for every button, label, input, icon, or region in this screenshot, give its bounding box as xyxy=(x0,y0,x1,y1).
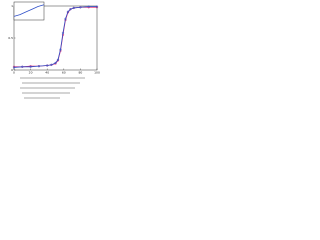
data-point xyxy=(21,65,24,68)
data-point xyxy=(56,58,60,61)
data-point xyxy=(95,5,99,8)
data-point xyxy=(50,63,53,66)
data-point xyxy=(12,66,16,69)
data-point xyxy=(12,65,16,68)
data-point xyxy=(72,6,75,10)
data-point xyxy=(87,5,90,8)
x-tick-label: 60 xyxy=(62,71,66,75)
series-line xyxy=(13,4,45,17)
data-point xyxy=(37,65,40,68)
inset-plot xyxy=(13,1,45,21)
x-tick-label: 0 xyxy=(13,71,15,75)
data-point xyxy=(79,6,82,9)
data-point xyxy=(46,64,49,67)
y-tick-label: 1 xyxy=(11,4,13,8)
data-point xyxy=(59,48,62,51)
y-tick-label: 0 xyxy=(11,68,13,72)
data-point xyxy=(61,31,65,34)
series-line xyxy=(13,6,97,68)
plot-frame xyxy=(13,1,45,21)
y-tick-label: 0.5 xyxy=(8,36,13,40)
x-tick-label: 40 xyxy=(45,71,49,75)
data-point xyxy=(54,61,57,65)
caption-lines xyxy=(20,77,85,99)
x-tick-label: 80 xyxy=(78,71,82,75)
data-point xyxy=(64,17,67,20)
x-tick-label: 20 xyxy=(29,71,33,75)
data-point xyxy=(69,8,72,11)
x-tick-label: 100 xyxy=(94,71,100,75)
data-point xyxy=(29,65,32,68)
data-point xyxy=(66,10,70,13)
